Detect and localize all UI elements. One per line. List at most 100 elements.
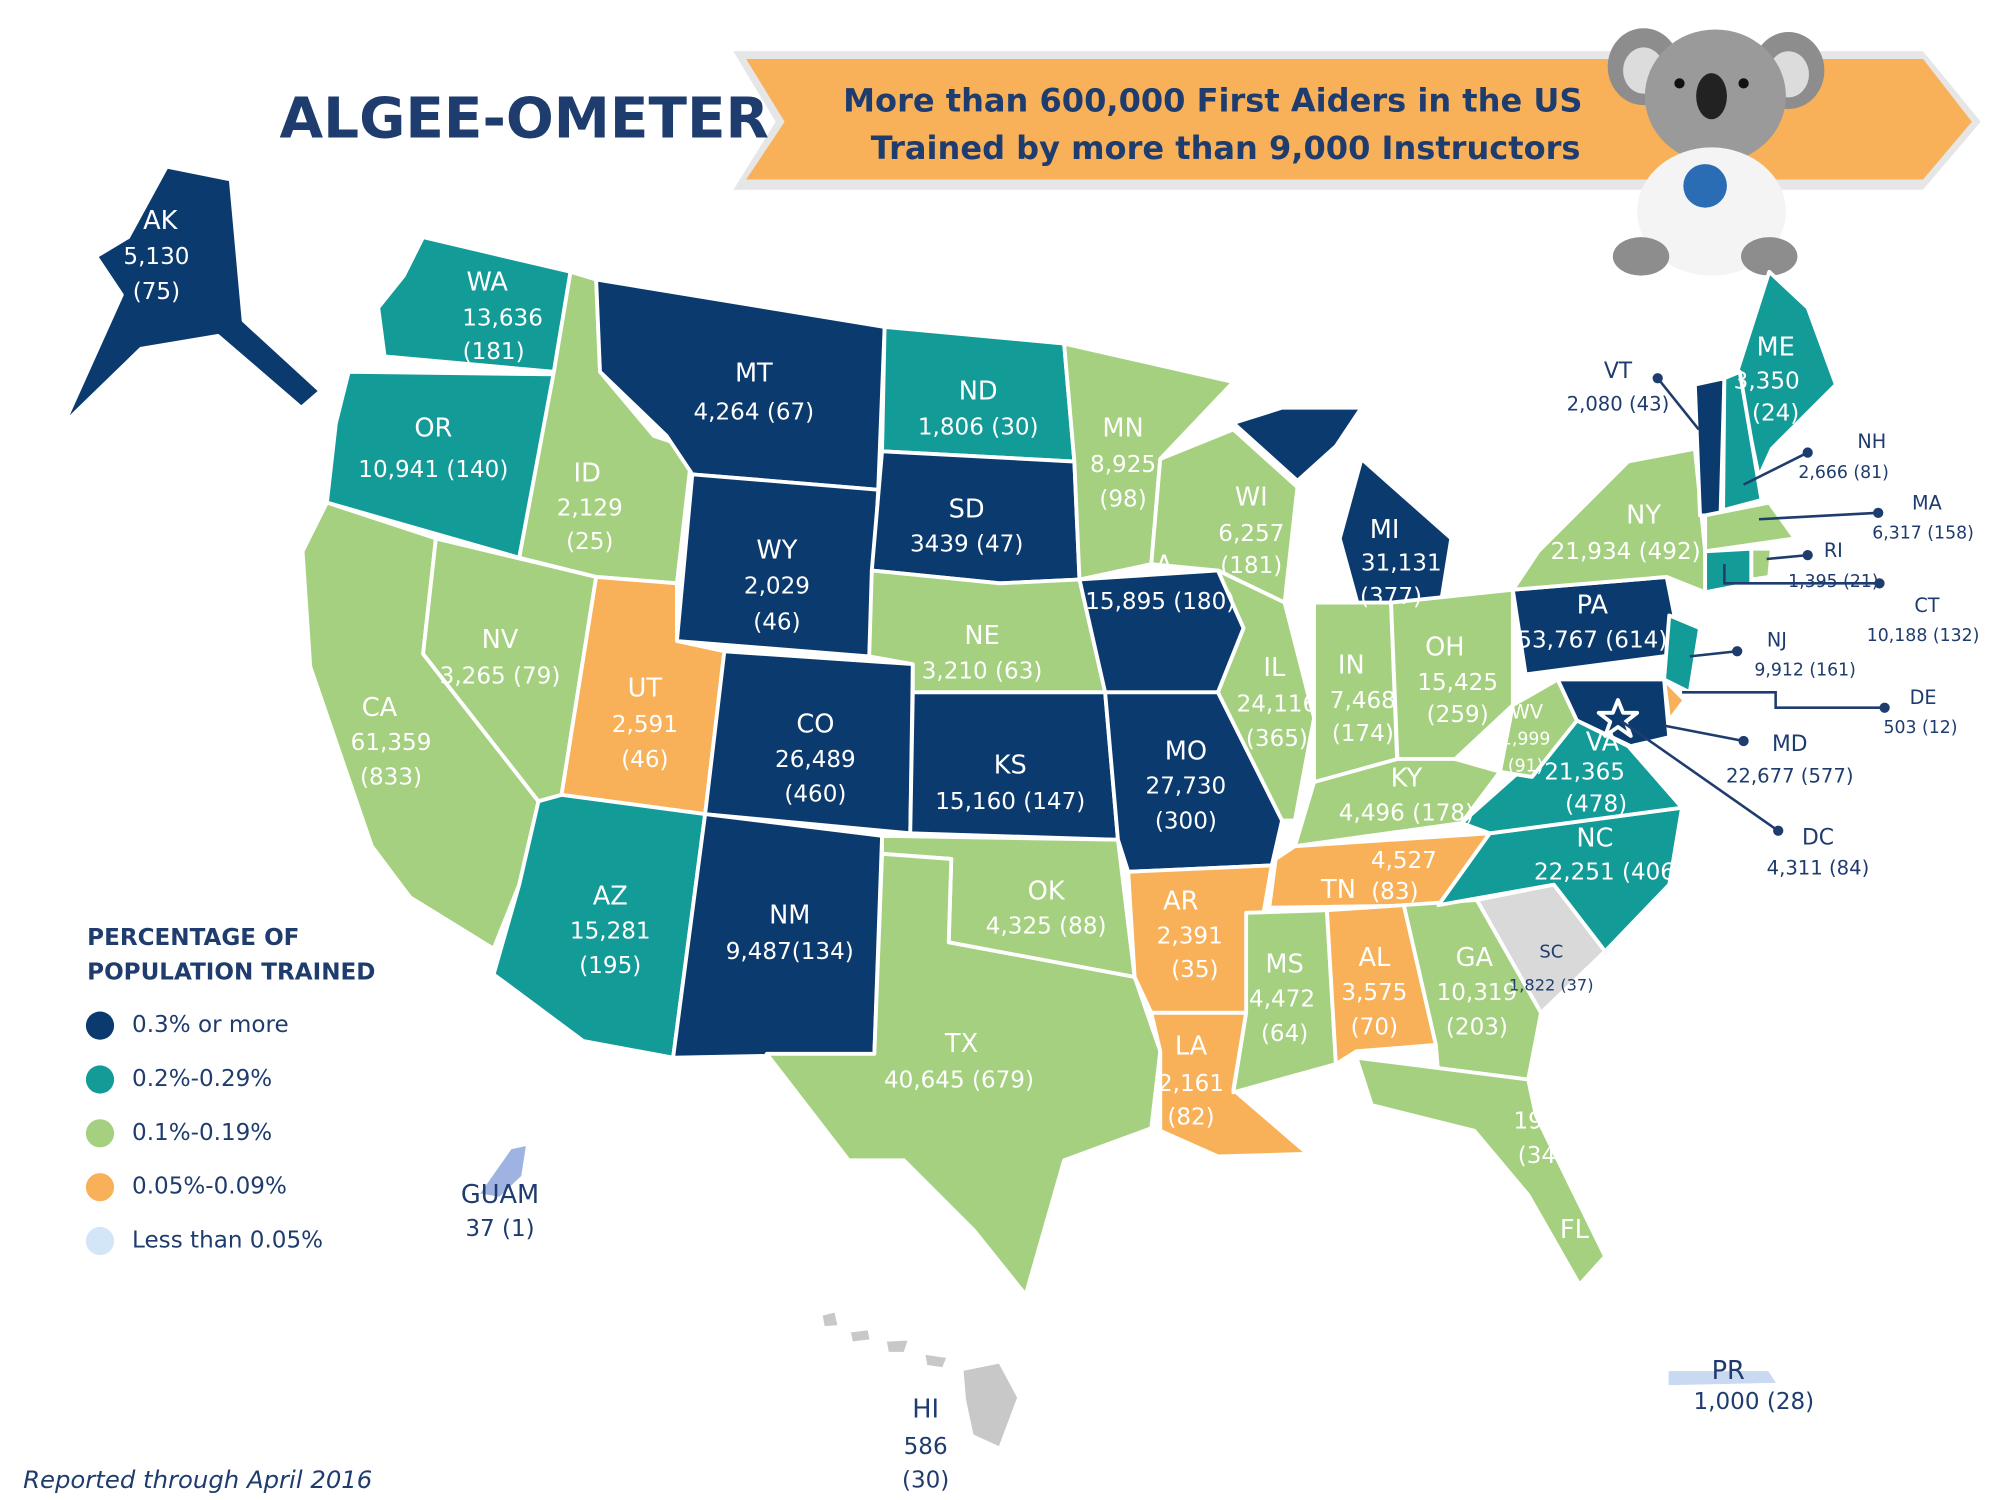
state-abbr: RI (1824, 539, 1843, 562)
state-count: 2,391 (1157, 924, 1223, 950)
state-shape (818, 1308, 842, 1331)
state-count: 10,941 (140) (358, 457, 508, 483)
state-count: (24) (1752, 401, 1799, 427)
state-count: 9,487(134) (726, 939, 854, 965)
legend-swatch (85, 1226, 115, 1256)
state-abbr: WY (756, 535, 797, 565)
banner-line: Trained by more than 9,000 Instructors (871, 129, 1581, 167)
state-count: (203) (1446, 1015, 1508, 1041)
state-abbr: GA (1456, 943, 1494, 973)
legend-swatch (85, 1173, 115, 1202)
state-abbr: MI (1370, 515, 1400, 545)
state-count: (377) (1360, 584, 1422, 610)
state-count: (349) (1518, 1143, 1580, 1169)
state-abbr: WI (1235, 483, 1268, 513)
state-abbr: MN (1102, 413, 1143, 443)
state-shape (1703, 546, 1754, 595)
leader-line (1689, 650, 1738, 658)
state-shape (475, 1141, 531, 1201)
state-abbr: MS (1265, 949, 1303, 979)
state-abbr: UT (628, 674, 663, 704)
state-shape (882, 1336, 913, 1356)
legend-label: 0.1%-0.19% (132, 1120, 272, 1146)
state-count: 3,575 (1341, 980, 1407, 1006)
state-shape (325, 369, 556, 560)
banner-line: More than 600,000 First Aiders in the US (843, 82, 1582, 120)
state-count: (25) (566, 529, 613, 555)
state-abbr: OK (1028, 876, 1066, 906)
state-count: 4,311 (84) (1767, 857, 1870, 880)
state-count: (98) (1099, 487, 1146, 513)
state-shape (671, 812, 884, 1060)
state-shape (1662, 613, 1702, 695)
leader-line (1682, 691, 1885, 709)
legend-label: 0.05%-0.09% (132, 1174, 287, 1200)
state-count: 7,468 (1330, 688, 1396, 714)
state-abbr: MT (735, 358, 773, 388)
state-abbr: IN (1338, 651, 1365, 681)
state-count: (460) (784, 781, 846, 807)
state-count: (83) (1371, 879, 1418, 905)
state-count: 4,527 (1371, 848, 1437, 874)
state-abbr: KS (994, 751, 1027, 781)
koala-mascot (1607, 28, 1825, 276)
state-count: 1,806 (30) (918, 415, 1039, 441)
state-count: (833) (360, 765, 422, 791)
state-count: (35) (1171, 957, 1218, 983)
state-abbr: IL (1263, 653, 1286, 683)
legend-title: PERCENTAGE OF (87, 925, 299, 951)
state-shape (1231, 908, 1338, 1095)
leader-dot (1873, 507, 1884, 518)
state-abbr: OR (414, 413, 452, 443)
leader-dot (1802, 447, 1813, 458)
state-count: 4,264 (67) (693, 399, 814, 425)
state-abbr: AK (143, 206, 179, 236)
legend-swatch (85, 1065, 115, 1094)
state-count: 40,645 (679) (884, 1067, 1034, 1093)
state-shape (1596, 698, 1640, 738)
state-count: 15,895 (180) (1085, 589, 1235, 615)
state-shape (49, 164, 323, 438)
leader-dot (1732, 646, 1743, 657)
state-count: 2,666 (81) (1798, 463, 1889, 483)
legend-label: Less than 0.05% (132, 1228, 323, 1254)
state-count: (365) (1246, 726, 1308, 752)
state-shape (764, 851, 1163, 1297)
state-count: 2,129 (557, 495, 623, 521)
state-abbr: VA (1586, 728, 1620, 758)
state-count: 4,472 (1249, 987, 1315, 1013)
state-count: 22,251 (406) (1534, 860, 1684, 886)
state-count: (181) (463, 339, 525, 365)
leader-dot (1879, 702, 1890, 713)
state-count: 2,029 (744, 574, 810, 600)
state-count: 2,161 (1158, 1071, 1224, 1097)
state-shape (1354, 1055, 1608, 1287)
state-count: (64) (1261, 1021, 1308, 1047)
state-abbr: OH (1425, 633, 1464, 663)
state-abbr: CA (362, 693, 398, 723)
state-abbr: AL (1358, 943, 1391, 973)
state-count: 15,160 (147) (935, 789, 1085, 815)
state-abbr: MD (1772, 732, 1808, 757)
state-count: 6,317 (158) (1872, 523, 1974, 543)
state-count: (181) (1220, 553, 1282, 579)
state-count: 1,822 (37) (1509, 975, 1593, 994)
state-count: 10,188 (132) (1867, 626, 1980, 646)
state-abbr: NY (1626, 501, 1661, 531)
state-abbr: TX (944, 1029, 978, 1059)
state-count: 15,425 (1417, 670, 1498, 696)
state-count: 53,767 (614) (1517, 628, 1667, 654)
state-abbr: NE (964, 621, 999, 651)
state-abbr: SC (1539, 942, 1563, 963)
leader-dot (1802, 550, 1813, 561)
state-abbr: HI (912, 1394, 939, 1424)
state-count: 21,365 (1544, 760, 1625, 786)
state-abbr: KY (1391, 763, 1423, 793)
state-shape (1389, 587, 1515, 761)
state-count: 26,489 (775, 747, 856, 773)
state-abbr: NV (482, 625, 519, 655)
state-count: 1,999 (1501, 730, 1551, 750)
state-shape (1664, 1367, 1782, 1390)
state-count: 3,350 (1734, 369, 1800, 395)
